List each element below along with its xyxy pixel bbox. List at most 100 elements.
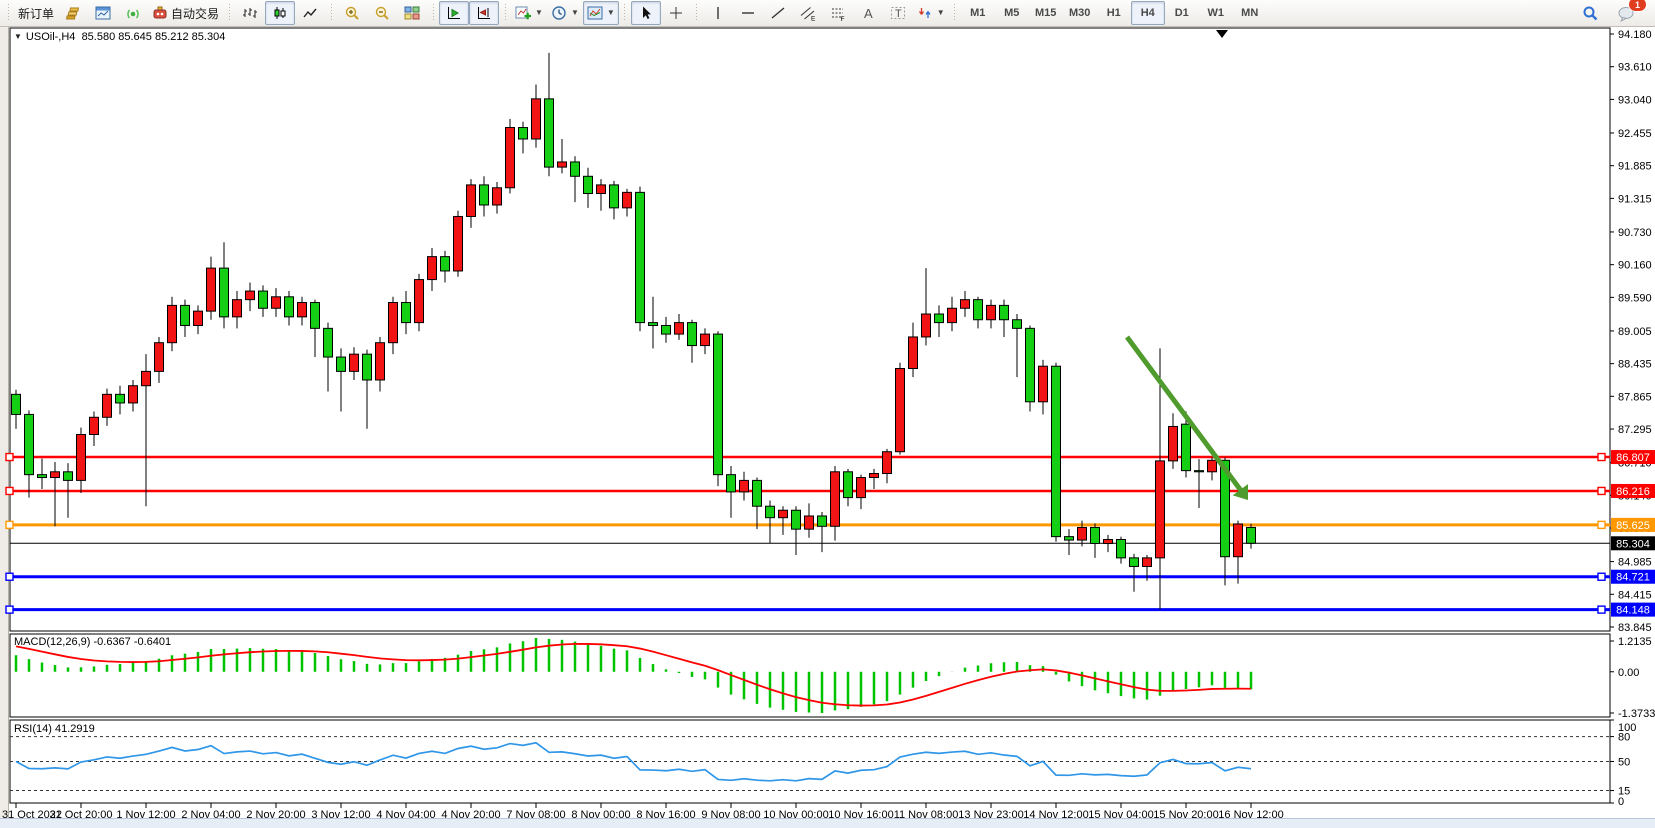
rsi-line (15, 741, 1252, 782)
timeframe-m5-button[interactable]: M5 (1004, 7, 1020, 19)
candle-bear (1090, 526, 1100, 545)
new-order-button[interactable]: 新订单 (14, 1, 58, 25)
candle-bull (622, 191, 632, 209)
candle-bull (50, 471, 60, 479)
candle-bear (518, 127, 528, 140)
candle-bear (843, 471, 853, 499)
support-line-blue-1-left-handle[interactable] (5, 572, 14, 581)
timeframe-h4-button[interactable]: H4 (1130, 1, 1165, 25)
chevron-down-icon[interactable]: ▼ (606, 8, 615, 17)
resistance-line-2-left-handle[interactable] (5, 486, 14, 496)
zoom-out-button[interactable] (367, 1, 397, 25)
label-icon: T (890, 5, 906, 21)
zoom-in-button[interactable] (337, 1, 367, 25)
candle-bull (674, 322, 684, 335)
autotrading-button[interactable]: 自动交易 (148, 1, 223, 25)
chart-shift-marker[interactable] (1216, 30, 1228, 38)
new-order-label: 新订单 (18, 6, 55, 21)
periods-button[interactable]: ▼ (547, 1, 583, 25)
candle-bear (752, 479, 762, 507)
current-price-line-price-flag-label: 85.304 (1616, 538, 1650, 550)
arrows-button[interactable]: ▼ (913, 1, 949, 25)
timeframe-w1-button[interactable]: W1 (1207, 7, 1224, 19)
trend-arrow-head[interactable] (1232, 484, 1249, 500)
one-click-trading-toggle-icon[interactable]: ▼ (14, 32, 22, 41)
candlestick-chart-button[interactable] (265, 1, 296, 25)
chart-window-button[interactable] (58, 1, 88, 25)
time-axis-label: 10 Nov 00:00 (763, 809, 828, 821)
support-line-orange-right-handle[interactable] (1597, 520, 1606, 530)
notifications-button[interactable]: 1 (1611, 0, 1647, 25)
candle-bull (375, 342, 385, 381)
candle-bear (1025, 327, 1035, 403)
chart-shift-button[interactable] (469, 1, 500, 25)
candle-bear (1051, 365, 1061, 538)
bar-chart-button[interactable] (235, 1, 265, 25)
indicators-button[interactable]: ▼ (511, 1, 547, 25)
auto-scroll-icon (446, 5, 462, 21)
candle-bear (583, 175, 593, 195)
tile-windows-icon (404, 5, 420, 21)
terminal-button[interactable] (88, 1, 118, 25)
text-button[interactable]: A (853, 1, 883, 25)
resistance-line-2-right-handle[interactable] (1597, 486, 1606, 496)
timeframe-d1-button[interactable]: D1 (1174, 7, 1189, 19)
text-icon: A (860, 5, 876, 21)
support-line-blue-2-right-handle[interactable] (1597, 605, 1606, 614)
time-axis-label: 8 Nov 16:00 (636, 809, 695, 821)
timeframe-m15-button[interactable]: M15 (1035, 7, 1057, 19)
trendline-button[interactable] (763, 1, 793, 25)
support-line-blue-1-right-handle[interactable] (1597, 572, 1606, 581)
fibonacci-button[interactable]: F (823, 1, 853, 25)
line-chart-button[interactable] (295, 1, 325, 25)
support-line-orange-left-handle[interactable] (5, 520, 14, 530)
rsi-axis-label: 80 (1618, 732, 1630, 744)
candle-bull (1233, 523, 1243, 558)
tile-windows-button[interactable] (397, 1, 427, 25)
candle-bull (1142, 557, 1152, 567)
chevron-down-icon[interactable]: ▼ (570, 8, 579, 17)
clock-icon (551, 5, 567, 21)
candle-bear (648, 322, 658, 326)
toolbar-grip (694, 4, 699, 22)
toolbar-grip (329, 4, 334, 22)
fibonacci-icon: F (830, 5, 846, 21)
chevron-down-icon[interactable]: ▼ (936, 8, 945, 17)
toolbar-grip (227, 4, 232, 22)
resistance-line-1-right-handle[interactable] (1597, 452, 1606, 462)
candle-bull (986, 304, 996, 321)
crosshair-button[interactable] (661, 1, 691, 25)
text-label-button[interactable]: T (883, 1, 913, 25)
toolbar-grip (431, 4, 436, 22)
auto-scroll-button[interactable] (439, 1, 470, 25)
signals-icon (125, 5, 141, 21)
horizontal-line-button[interactable] (733, 1, 763, 25)
vertical-line-button[interactable] (703, 1, 733, 25)
timeframe-mn-button[interactable]: MN (1241, 7, 1259, 19)
resistance-line-1-price-flag-label: 86.807 (1616, 452, 1650, 464)
chevron-down-icon[interactable]: ▼ (535, 8, 543, 17)
price-tick-label: 84.985 (1618, 557, 1652, 569)
time-axis-label: 4 Nov 04:00 (376, 809, 435, 821)
candle-bull (596, 184, 606, 195)
support-line-blue-2-left-handle[interactable] (5, 605, 14, 614)
trend-arrow[interactable] (1124, 335, 1245, 494)
templates-button[interactable]: ▼ (582, 1, 619, 25)
timeframe-m1-button[interactable]: M1 (970, 7, 986, 19)
signals-button[interactable] (118, 1, 148, 25)
candle-bull (830, 471, 840, 527)
timeframe-m30-button[interactable]: M30 (1069, 7, 1091, 19)
candle-bull (882, 451, 892, 475)
main-pane[interactable] (9, 27, 1611, 632)
candle-bear (1012, 319, 1022, 329)
timeframe-h1-button[interactable]: H1 (1106, 7, 1121, 19)
cursor-button[interactable] (630, 1, 661, 25)
price-tick-label: 87.295 (1618, 424, 1652, 436)
price-tick-label: 89.005 (1618, 326, 1652, 338)
search-button[interactable] (1575, 1, 1605, 25)
equidistant-channel-button[interactable]: E (793, 1, 823, 25)
candlestick-icon (272, 5, 288, 21)
resistance-line-1-left-handle[interactable] (5, 452, 14, 462)
